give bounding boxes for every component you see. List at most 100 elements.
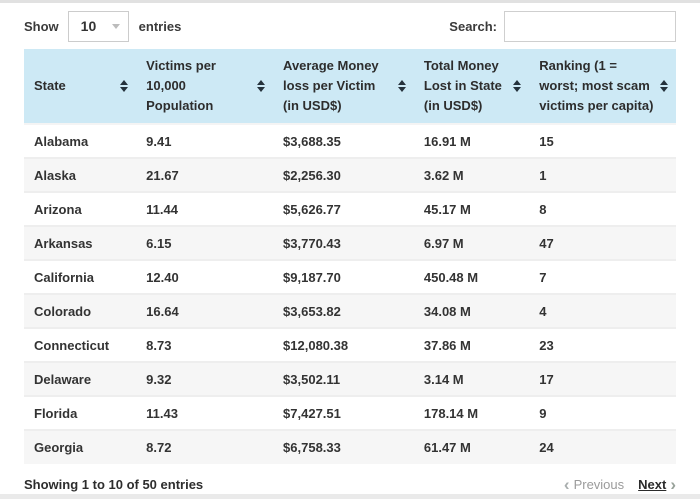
cell-avg_loss_per_victim: $3,502.11 (273, 361, 414, 396)
sort-both-icon[interactable] (120, 80, 129, 92)
cell-avg_loss_per_victim: $12,080.38 (273, 327, 414, 362)
cell-state: California (24, 259, 137, 294)
cell-state: Arizona (24, 191, 137, 226)
cell-victims_per_10000: 9.41 (136, 123, 274, 158)
sort-both-icon[interactable] (257, 80, 266, 92)
cell-total_lost: 3.62 M (413, 157, 530, 192)
cell-total_lost: 37.86 M (413, 327, 530, 362)
search-control: Search: (449, 10, 676, 42)
data-table: State Victims per 10,000 Population Averag… (24, 49, 676, 464)
table-row: Delaware 9.32 $3,502.11 3.14 M 17 (24, 361, 676, 396)
column-header-avg_loss_per_victim[interactable]: Average Money loss per Victim (in USD$) (273, 49, 414, 124)
cell-ranking: 24 (529, 429, 676, 464)
cell-avg_loss_per_victim: $9,187.70 (273, 259, 414, 294)
column-header-ranking[interactable]: Ranking (1 = worst; most scam victims pe… (529, 49, 676, 124)
cell-total_lost: 61.47 M (413, 429, 530, 464)
cell-total_lost: 450.48 M (413, 259, 530, 294)
cell-state: Florida (24, 395, 137, 430)
cell-ranking: 8 (529, 191, 676, 226)
bottom-edge-divider (0, 494, 700, 499)
chevron-right-icon: › (670, 474, 676, 494)
cell-state: Georgia (24, 429, 137, 464)
table-header: State Victims per 10,000 Population Averag… (24, 49, 676, 124)
show-label: Show (24, 18, 59, 34)
search-input[interactable] (504, 10, 676, 42)
entries-label: entries (138, 18, 182, 34)
column-header-state[interactable]: State (24, 49, 137, 124)
sort-both-icon[interactable] (513, 80, 522, 92)
cell-victims_per_10000: 11.43 (136, 395, 274, 430)
cell-ranking: 23 (529, 327, 676, 362)
table-footer: Showing 1 to 10 of 50 entries ‹ Previous… (24, 473, 676, 495)
cell-state: Alaska (24, 157, 137, 192)
cell-victims_per_10000: 9.32 (136, 361, 274, 396)
cell-state: Arkansas (24, 225, 137, 260)
cell-total_lost: 45.17 M (413, 191, 530, 226)
next-page-button[interactable]: Next › (638, 476, 676, 493)
cell-total_lost: 178.14 M (413, 395, 530, 430)
table-body: Alabama 9.41 $3,688.35 16.91 M 15 Alaska 21.67… (24, 123, 676, 464)
cell-ranking: 1 (529, 157, 676, 192)
cell-state: Delaware (24, 361, 137, 396)
table-row: Connecticut 8.73 $12,080.38 37.86 M 23 (24, 327, 676, 362)
cell-victims_per_10000: 6.15 (136, 225, 274, 260)
search-label: Search: (449, 18, 497, 34)
sort-both-icon[interactable] (397, 80, 406, 92)
table-row: Arkansas 6.15 $3,770.43 6.97 M 47 (24, 225, 676, 260)
header-row: State Victims per 10,000 Population Averag… (24, 49, 676, 124)
cell-ranking: 4 (529, 293, 676, 328)
page-length-value: 10 (80, 18, 97, 34)
column-label: Average Money loss per Victim (in USD$) (283, 58, 379, 113)
top-edge-divider (0, 0, 700, 3)
cell-avg_loss_per_victim: $3,688.35 (273, 123, 414, 158)
cell-total_lost: 16.91 M (413, 123, 530, 158)
table-row: Alabama 9.41 $3,688.35 16.91 M 15 (24, 123, 676, 158)
cell-ranking: 9 (529, 395, 676, 430)
next-label: Next (638, 476, 667, 492)
cell-avg_loss_per_victim: $7,427.51 (273, 395, 414, 430)
cell-ranking: 47 (529, 225, 676, 260)
previous-label: Previous (573, 476, 625, 492)
cell-victims_per_10000: 12.40 (136, 259, 274, 294)
cell-state: Colorado (24, 293, 137, 328)
cell-avg_loss_per_victim: $5,626.77 (273, 191, 414, 226)
sort-both-icon[interactable] (660, 80, 668, 92)
table-controls: Show 10 entries Search: (24, 10, 676, 42)
cell-victims_per_10000: 8.73 (136, 327, 274, 362)
page-length-select[interactable]: 10 (67, 10, 129, 42)
chevron-left-icon: ‹ (563, 474, 570, 494)
column-label: Total Money Lost in State (in USD$) (423, 58, 502, 113)
column-header-victims_per_10000[interactable]: Victims per 10,000 Population (136, 49, 274, 124)
cell-avg_loss_per_victim: $3,653.82 (273, 293, 414, 328)
page-length-control: Show 10 entries (24, 10, 182, 42)
previous-page-button[interactable]: ‹ Previous (564, 476, 624, 493)
column-label: Victims per 10,000 Population (146, 58, 216, 113)
cell-state: Connecticut (24, 327, 137, 362)
cell-ranking: 17 (529, 361, 676, 396)
cell-ranking: 15 (529, 123, 676, 158)
cell-victims_per_10000: 16.64 (136, 293, 274, 328)
cell-victims_per_10000: 11.44 (136, 191, 274, 226)
chevron-down-icon (111, 23, 120, 29)
cell-avg_loss_per_victim: $6,758.33 (273, 429, 414, 464)
cell-victims_per_10000: 21.67 (136, 157, 274, 192)
column-label: State (34, 78, 66, 93)
cell-avg_loss_per_victim: $2,256.30 (273, 157, 414, 192)
column-header-total_lost[interactable]: Total Money Lost in State (in USD$) (413, 49, 530, 124)
table-info: Showing 1 to 10 of 50 entries (24, 476, 204, 492)
cell-avg_loss_per_victim: $3,770.43 (273, 225, 414, 260)
cell-total_lost: 34.08 M (413, 293, 530, 328)
cell-state: Alabama (24, 123, 137, 158)
column-label: Ranking (1 = worst; most scam victims pe… (539, 58, 654, 113)
cell-victims_per_10000: 8.72 (136, 429, 274, 464)
pagination: ‹ Previous Next › (564, 476, 676, 493)
table-row: Georgia 8.72 $6,758.33 61.47 M 24 (24, 429, 676, 464)
cell-total_lost: 6.97 M (413, 225, 530, 260)
cell-total_lost: 3.14 M (413, 361, 530, 396)
